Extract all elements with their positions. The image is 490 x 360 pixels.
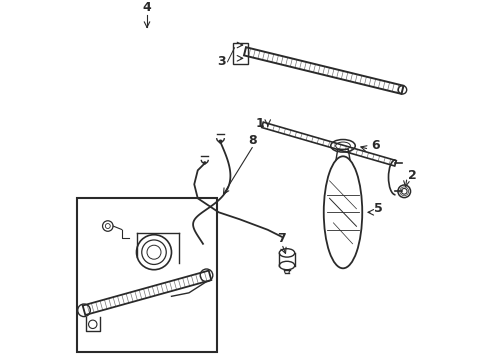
Circle shape [203, 161, 206, 165]
Text: 6: 6 [371, 139, 380, 152]
Text: 5: 5 [374, 202, 383, 215]
Text: 7: 7 [277, 232, 286, 245]
Text: 3: 3 [217, 55, 226, 68]
Circle shape [219, 140, 222, 144]
Text: 4: 4 [143, 1, 151, 14]
Text: 8: 8 [248, 134, 257, 147]
Text: 1: 1 [255, 117, 264, 130]
Text: 2: 2 [408, 169, 416, 182]
Bar [77, 198, 217, 352]
